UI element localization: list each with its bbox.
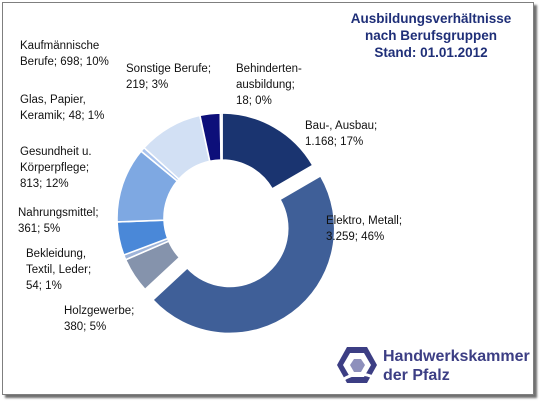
logo-line-2: der Pfalz — [383, 367, 450, 384]
slice-label-9-line-1: ausbildung; — [236, 79, 295, 91]
slice-label-3-line-2: 54; 1% — [26, 280, 62, 292]
title-line-2: nach Berufsgruppen — [364, 28, 497, 43]
slice-label-8-line-1: 219; 3% — [126, 79, 169, 91]
slice-label-8-line-0: Sonstige Berufe; — [126, 63, 212, 75]
slice-label-1-line-0: Elektro, Metall; — [326, 215, 403, 227]
slice-label-7-line-1: Berufe; 698; 10% — [20, 56, 109, 68]
donut-slice-9 — [219, 112, 223, 161]
slice-label-9-line-2: 18; 0% — [236, 95, 272, 107]
title-line-3: Stand: 01.01.2012 — [374, 45, 488, 60]
slice-label-2-line-1: 380; 5% — [64, 321, 107, 333]
slice-label-5-line-0: Gesundheit u. — [20, 146, 92, 158]
slice-label-1-line-1: 3.259; 46% — [326, 231, 385, 243]
slice-label-6: Glas, Papier, Keramik; 48; 1% — [20, 92, 104, 124]
slice-label-6-line-0: Glas, Papier, — [20, 94, 86, 106]
donut-slice-1 — [151, 174, 336, 335]
slice-label-0-line-0: Bau-, Ausbau; — [305, 120, 378, 132]
slice-label-9: Behinderten-ausbildung; 18; 0% — [236, 61, 302, 109]
slice-label-2: Holzgewerbe; 380; 5% — [64, 303, 134, 335]
handwerkskammer-logo-icon — [337, 347, 377, 383]
logo-text: Handwerkskammer der Pfalz — [383, 347, 530, 385]
slice-label-4-line-1: 361; 5% — [18, 223, 61, 235]
chart-title: Ausbildungsverhältnisse nach Berufsgrupp… — [333, 10, 529, 61]
slice-label-3-line-0: Bekleidung, — [26, 248, 87, 260]
slice-label-8: Sonstige Berufe; 219; 3% — [126, 61, 211, 93]
slice-label-2-line-0: Holzgewerbe; — [64, 305, 135, 317]
slice-label-5: Gesundheit u. Körperpflege; 813; 12% — [20, 144, 92, 192]
logo: Handwerkskammer der Pfalz — [335, 345, 530, 387]
slice-label-7-line-0: Kaufmännische — [20, 40, 100, 52]
slice-label-9-line-0: Behinderten- — [236, 63, 302, 75]
slice-label-4: Nahrungsmittel; 361; 5% — [18, 205, 99, 237]
title-line-1: Ausbildungsverhältnisse — [350, 11, 512, 26]
slice-label-3-line-1: Textil, Leder; — [26, 264, 92, 276]
slice-label-0-line-1: 1.168; 17% — [305, 136, 364, 148]
slice-label-0: Bau-, Ausbau; 1.168; 17% — [305, 118, 377, 150]
slice-label-5-line-1: Körperpflege; — [20, 162, 90, 174]
donut-slice-0 — [221, 112, 314, 191]
slice-label-5-line-2: 813; 12% — [20, 178, 69, 190]
logo-line-1: Handwerkskammer — [383, 348, 530, 365]
slice-label-4-line-0: Nahrungsmittel; — [18, 207, 99, 219]
slice-label-7: Kaufmännische Berufe; 698; 10% — [20, 38, 109, 70]
chart-frame: Ausbildungsverhältnisse nach Berufsgrupp… — [2, 2, 534, 395]
slice-label-1: Elektro, Metall; 3.259; 46% — [326, 213, 402, 245]
slice-label-6-line-1: Keramik; 48; 1% — [20, 110, 105, 122]
slice-label-3: Bekleidung, Textil, Leder; 54; 1% — [26, 246, 91, 294]
